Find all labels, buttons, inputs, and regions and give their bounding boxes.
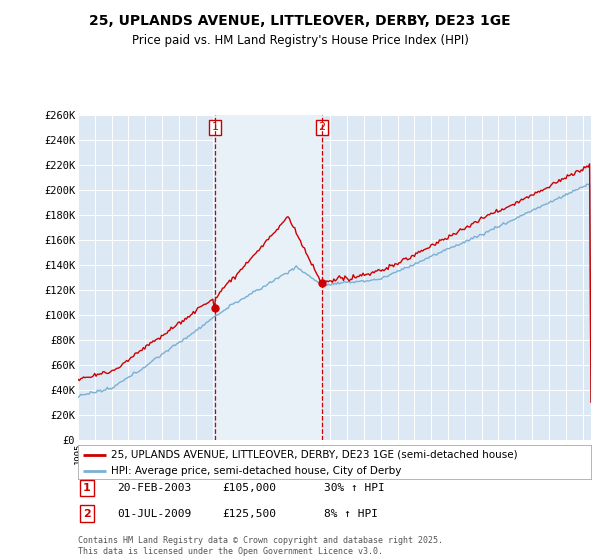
Bar	[215, 115, 322, 440]
Text: 2: 2	[318, 122, 325, 132]
Text: 8% ↑ HPI: 8% ↑ HPI	[324, 508, 378, 519]
Text: Price paid vs. HM Land Registry's House Price Index (HPI): Price paid vs. HM Land Registry's House …	[131, 34, 469, 46]
Text: 2: 2	[83, 508, 91, 519]
Text: £125,500: £125,500	[222, 508, 276, 519]
Text: Contains HM Land Registry data © Crown copyright and database right 2025.
This d: Contains HM Land Registry data © Crown c…	[78, 536, 443, 556]
Text: 1: 1	[83, 483, 91, 493]
Text: 01-JUL-2009: 01-JUL-2009	[117, 508, 191, 519]
Text: 20-FEB-2003: 20-FEB-2003	[117, 483, 191, 493]
Text: 1: 1	[211, 122, 218, 132]
Text: HPI: Average price, semi-detached house, City of Derby: HPI: Average price, semi-detached house,…	[112, 466, 402, 477]
Text: 25, UPLANDS AVENUE, LITTLEOVER, DERBY, DE23 1GE (semi-detached house): 25, UPLANDS AVENUE, LITTLEOVER, DERBY, D…	[112, 450, 518, 460]
Text: 25, UPLANDS AVENUE, LITTLEOVER, DERBY, DE23 1GE: 25, UPLANDS AVENUE, LITTLEOVER, DERBY, D…	[89, 14, 511, 28]
Text: £105,000: £105,000	[222, 483, 276, 493]
Text: 30% ↑ HPI: 30% ↑ HPI	[324, 483, 385, 493]
